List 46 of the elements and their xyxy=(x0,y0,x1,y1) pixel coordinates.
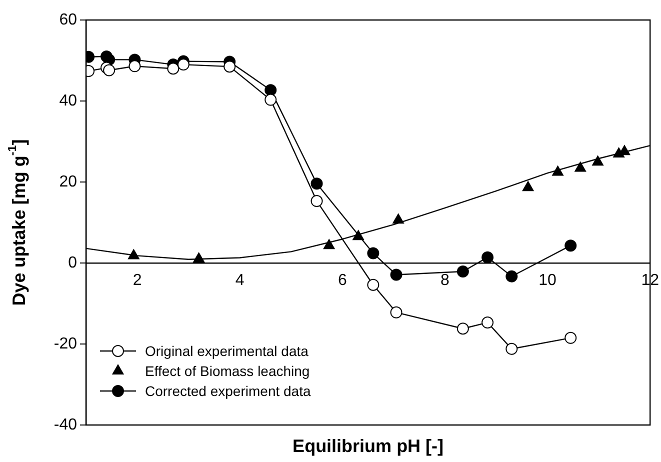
point xyxy=(564,240,577,252)
point xyxy=(167,62,180,75)
y-tick-label: 40 xyxy=(59,92,78,110)
point xyxy=(564,332,577,344)
point xyxy=(264,84,277,96)
legend-label: Corrected experiment data xyxy=(145,382,311,399)
point xyxy=(128,249,140,260)
x-tick-label: 8 xyxy=(440,272,450,290)
x-tick-label: 4 xyxy=(235,272,244,290)
point xyxy=(193,252,205,262)
point xyxy=(177,58,190,71)
point xyxy=(456,322,469,335)
point xyxy=(482,316,494,329)
point xyxy=(310,195,323,208)
point xyxy=(506,270,518,282)
point xyxy=(522,181,534,192)
y-tick-label: -20 xyxy=(54,335,78,352)
point xyxy=(456,266,469,278)
point xyxy=(128,60,141,72)
x-tick-label: 2 xyxy=(132,272,142,290)
point xyxy=(367,278,380,291)
legend-label: Effect of Biomass leaching xyxy=(145,362,310,379)
point xyxy=(482,251,494,264)
point xyxy=(390,306,402,318)
point xyxy=(224,60,236,73)
point xyxy=(323,239,335,250)
y-tick-label: -40 xyxy=(54,416,78,434)
point xyxy=(506,342,518,355)
legend-label: Original experimental data xyxy=(145,342,309,359)
point xyxy=(367,247,380,260)
point xyxy=(392,214,404,224)
point xyxy=(390,268,402,281)
y-tick-label: 20 xyxy=(59,173,78,190)
y-axis-title: Dye uptake [mg g-1] xyxy=(6,139,29,306)
point xyxy=(352,230,364,240)
point xyxy=(310,178,323,190)
y-tick-label: 0 xyxy=(68,254,78,272)
x-tick-label: 10 xyxy=(538,272,557,290)
x-axis-title: Equilibrium pH [-] xyxy=(292,436,444,456)
point xyxy=(552,166,564,176)
point xyxy=(103,64,116,76)
point xyxy=(264,94,277,106)
x-tick-label: 6 xyxy=(338,272,347,290)
point xyxy=(592,156,604,166)
point xyxy=(574,162,586,172)
y-tick-label: 60 xyxy=(59,11,78,28)
